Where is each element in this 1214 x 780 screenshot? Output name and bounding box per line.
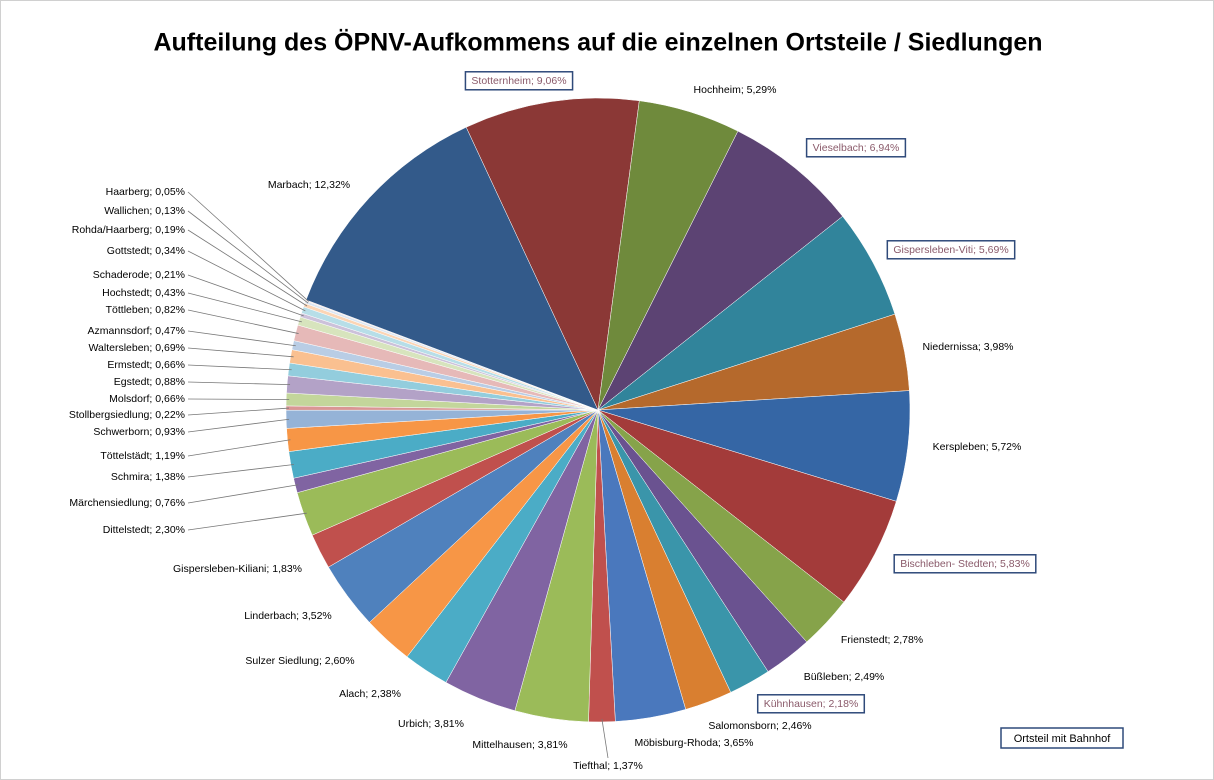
label-box bbox=[893, 554, 1037, 574]
data-label: Tiefthal; 1,37% bbox=[573, 760, 643, 772]
legend-box bbox=[1000, 727, 1124, 749]
label-box bbox=[464, 71, 574, 91]
data-label: Dittelstedt; 2,30% bbox=[103, 524, 185, 536]
data-label: Möbisburg-Rhoda; 3,65% bbox=[634, 737, 753, 749]
leader-line bbox=[187, 364, 292, 371]
data-label: Linderbach; 3,52% bbox=[244, 610, 332, 622]
data-label: Frienstedt; 2,78% bbox=[841, 634, 923, 646]
data-label: Marbach; 12,32% bbox=[268, 179, 350, 191]
data-label: Alach; 2,38% bbox=[339, 688, 401, 700]
data-label: Kerspleben; 5,72% bbox=[933, 441, 1022, 453]
leader-line bbox=[187, 210, 309, 304]
data-label: Sulzer Siedlung; 2,60% bbox=[245, 655, 354, 667]
data-label: Bischleben- Stedten; 5,83% bbox=[900, 558, 1030, 570]
data-label: Ermstedt; 0,66% bbox=[107, 359, 185, 371]
data-label: Niedernissa; 3,98% bbox=[922, 341, 1013, 353]
leader-line bbox=[187, 464, 294, 478]
leader-line bbox=[187, 292, 302, 323]
leader-line bbox=[187, 439, 291, 457]
data-label: Schaderode; 0,21% bbox=[93, 269, 185, 281]
pie-slice bbox=[597, 130, 843, 411]
data-label: Waltersleben; 0,69% bbox=[89, 342, 186, 354]
leader-line bbox=[187, 330, 296, 347]
label-box bbox=[756, 694, 866, 714]
leader-line bbox=[187, 250, 306, 312]
data-label: Gispersleben-Viti; 5,69% bbox=[893, 244, 1008, 256]
data-label: Gottstedt; 0,34% bbox=[107, 245, 185, 257]
data-label: Mittelhausen; 3,81% bbox=[472, 739, 567, 751]
leader-line bbox=[187, 229, 308, 307]
leader-line bbox=[187, 407, 290, 416]
data-label: Haarberg; 0,05% bbox=[106, 186, 185, 198]
data-label: Schwerborn; 0,93% bbox=[93, 426, 185, 438]
leader-line bbox=[187, 274, 304, 317]
data-label: Töttelstädt; 1,19% bbox=[100, 450, 185, 462]
leader-line bbox=[187, 309, 299, 334]
data-label: Töttleben; 0,82% bbox=[106, 304, 185, 316]
data-label: Gispersleben-Kiliani; 1,83% bbox=[173, 563, 302, 575]
data-label: Stotternheim; 9,06% bbox=[471, 75, 566, 87]
leader-line bbox=[187, 347, 294, 358]
data-label: Egstedt; 0,88% bbox=[114, 376, 185, 388]
data-label: Salomonsborn; 2,46% bbox=[708, 720, 811, 732]
leader-line bbox=[187, 381, 291, 386]
data-label: Schmira; 1,38% bbox=[111, 471, 185, 483]
data-label: Hochstedt; 0,43% bbox=[102, 287, 185, 299]
leader-line bbox=[187, 512, 307, 531]
label-box bbox=[805, 138, 907, 158]
data-label: Azmannsdorf; 0,47% bbox=[88, 325, 185, 337]
pie-slice bbox=[305, 126, 599, 411]
data-label: Vieselbach; 6,94% bbox=[813, 142, 900, 154]
pie-slice bbox=[465, 97, 640, 411]
leader-line bbox=[187, 191, 309, 302]
data-label: Wallichen; 0,13% bbox=[104, 205, 185, 217]
leader-line bbox=[187, 484, 299, 504]
data-label: Hochheim; 5,29% bbox=[694, 84, 777, 96]
data-label: Kühnhausen; 2,18% bbox=[764, 698, 859, 710]
data-label: Büßleben; 2,49% bbox=[804, 671, 885, 683]
data-label: Urbich; 3,81% bbox=[398, 718, 464, 730]
leader-line bbox=[601, 718, 609, 759]
leader-line bbox=[187, 418, 290, 433]
data-label: Rohda/Haarberg; 0,19% bbox=[72, 224, 185, 236]
label-box bbox=[886, 240, 1016, 260]
data-label: Märchensiedlung; 0,76% bbox=[69, 497, 185, 509]
data-label: Molsdorf; 0,66% bbox=[109, 393, 185, 405]
leader-line bbox=[187, 398, 290, 400]
legend-label: Ortsteil mit Bahnhof bbox=[1014, 733, 1112, 745]
chart-title: Aufteilung des ÖPNV-Aufkommens auf die e… bbox=[153, 28, 1042, 57]
data-label: Stollbergsiedlung; 0,22% bbox=[69, 409, 185, 421]
